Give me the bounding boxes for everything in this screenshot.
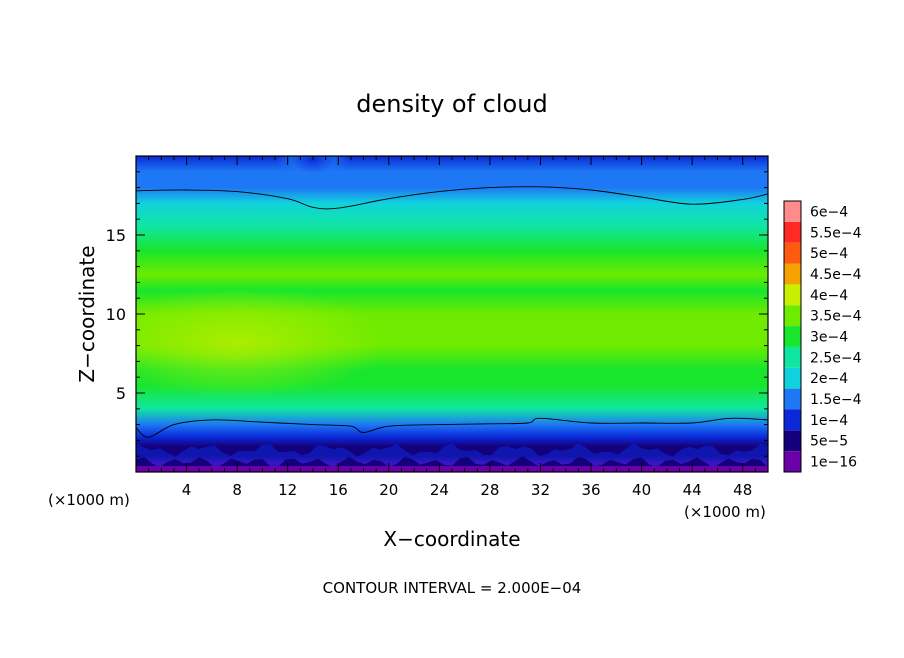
colorbar-swatch [784, 451, 801, 472]
heatmap-field [136, 156, 768, 472]
x-tick-label: 4 [182, 481, 192, 499]
colorbar-label: 2.5e−4 [810, 350, 862, 366]
colorbar-label: 5.5e−4 [810, 225, 862, 241]
x-tick-label: 24 [430, 481, 449, 499]
colorbar-label: 3e−4 [810, 330, 848, 346]
colorbar-swatch [784, 409, 801, 431]
x-tick-label: 20 [379, 481, 398, 499]
colorbar-swatch [784, 284, 801, 306]
x-tick-label: 28 [480, 481, 499, 499]
x-tick-label: 12 [278, 481, 297, 499]
x-unit-left: (×1000 m) [48, 491, 130, 509]
x-tick-label: 44 [683, 481, 702, 499]
colorbar-label: 3.5e−4 [810, 309, 862, 325]
colorbar-label: 1e−4 [810, 413, 848, 429]
y-tick-label: 5 [116, 384, 126, 403]
colorbar-label: 1.5e−4 [810, 392, 862, 408]
dark-patch-top [274, 156, 351, 184]
y-tick-label: 10 [106, 305, 126, 324]
y-tick-label: 15 [106, 226, 126, 245]
x-tick-label: 48 [733, 481, 752, 499]
colorbar-label: 2e−4 [810, 371, 848, 387]
colorbar-swatch [784, 388, 801, 410]
x-tick-label: 8 [232, 481, 242, 499]
colorbar-swatch [784, 367, 801, 389]
x-tick-label: 36 [581, 481, 600, 499]
colorbar-label: 1e−16 [810, 455, 857, 471]
colorbar: 1e−16 5e−5 1e−4 1.5e−4 2e−4 2.5e−4 3e−4 3.5e−4 4… [783, 200, 862, 473]
contour-upper [136, 186, 768, 210]
y-axis: 5 10 15 [106, 155, 768, 473]
x-axis: 4 8 12 16 20 24 28 32 36 40 44 48 [135, 156, 769, 499]
x-axis-label: X−coordinate [383, 527, 520, 551]
colorbar-label: 4e−4 [810, 288, 848, 304]
colorbar-label: 5e−5 [810, 434, 848, 450]
x-unit-right: (×1000 m) [684, 503, 766, 521]
contour-interval-note: CONTOUR INTERVAL = 2.000E−04 [323, 579, 582, 597]
y-axis-label: Z−coordinate [75, 245, 99, 382]
colorbar-swatch [784, 263, 801, 285]
colorbar-swatch [784, 430, 801, 452]
colorbar-swatch [784, 201, 801, 222]
chart-title: density of cloud [356, 90, 547, 118]
x-tick-label: 16 [329, 481, 348, 499]
colorbar-swatch [784, 346, 801, 368]
colorbar-swatch [784, 221, 801, 243]
x-tick-label: 32 [531, 481, 550, 499]
x-tick-label: 40 [632, 481, 651, 499]
colorbar-swatch [784, 242, 801, 264]
colorbar-swatch [784, 305, 801, 327]
colorbar-swatch [784, 326, 801, 347]
colorbar-frame [783, 200, 802, 473]
colorbar-label: 5e−4 [810, 246, 848, 262]
contour-lower [136, 417, 768, 438]
bright-core [136, 287, 388, 398]
colorbar-label: 4.5e−4 [810, 267, 862, 283]
colorbar-label: 6e−4 [810, 204, 848, 220]
